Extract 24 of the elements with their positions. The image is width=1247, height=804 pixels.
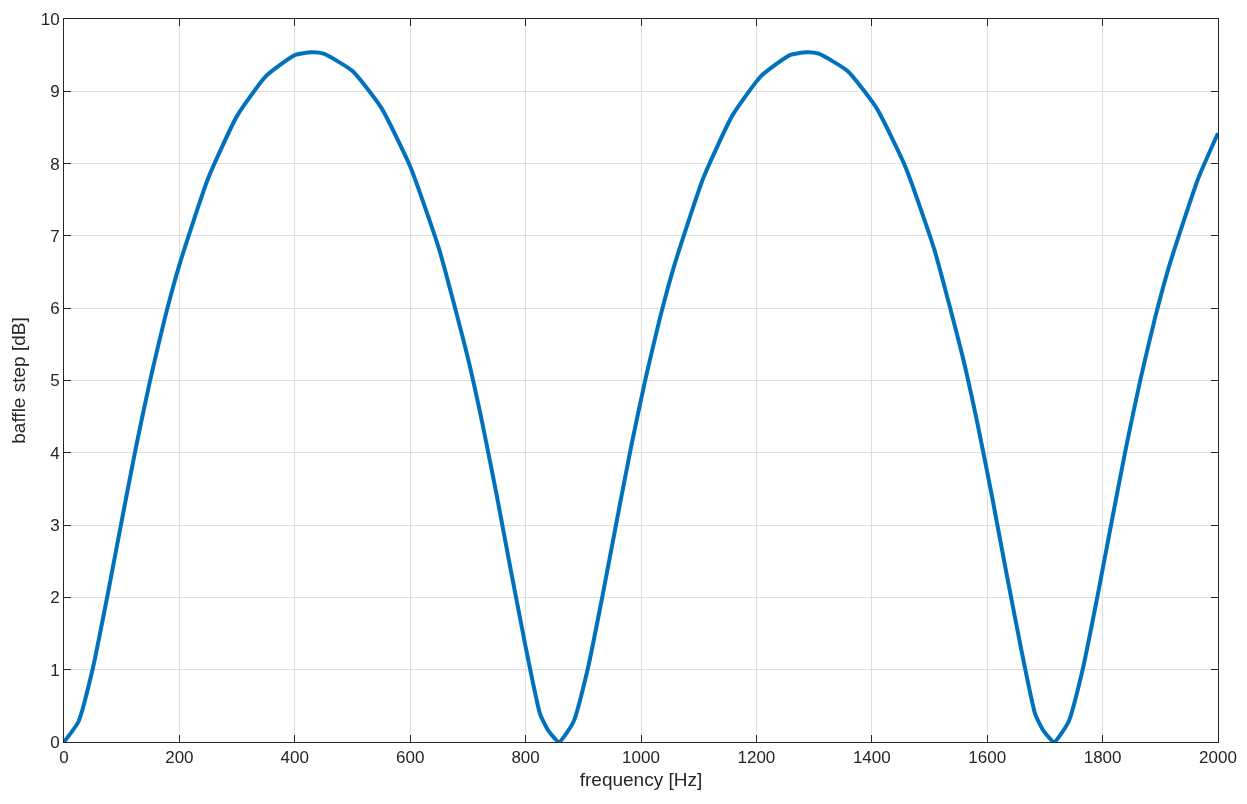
y-tick-label: 8 bbox=[50, 154, 60, 174]
x-tick-label: 1800 bbox=[1083, 748, 1122, 768]
y-axis-title: baffle step [dB] bbox=[7, 317, 29, 444]
x-tick-label: 1600 bbox=[968, 748, 1007, 768]
x-tick-label: 2000 bbox=[1199, 748, 1237, 768]
y-tick-label: 4 bbox=[50, 443, 60, 463]
x-tick-label: 600 bbox=[396, 748, 425, 768]
x-axis-title: frequency [Hz] bbox=[579, 769, 703, 791]
y-tick-label: 7 bbox=[50, 226, 60, 246]
x-tick-label: 1200 bbox=[737, 748, 776, 768]
y-tick-label: 2 bbox=[50, 588, 60, 608]
y-tick-label: 5 bbox=[50, 371, 60, 391]
x-tick-label: 1400 bbox=[852, 748, 891, 768]
x-tick-label: 400 bbox=[280, 748, 309, 768]
y-tick-label: 10 bbox=[40, 9, 60, 29]
y-tick-label: 9 bbox=[50, 82, 60, 102]
y-tick-label: 1 bbox=[50, 660, 60, 680]
y-tick-label: 0 bbox=[50, 732, 60, 752]
line-series bbox=[64, 50, 1218, 742]
x-tick-label: 800 bbox=[511, 748, 540, 768]
x-tick-label: 1000 bbox=[622, 748, 660, 768]
y-tick-label: 3 bbox=[50, 516, 60, 536]
y-tick-label: 6 bbox=[50, 299, 60, 319]
x-tick-label: 200 bbox=[165, 748, 194, 768]
